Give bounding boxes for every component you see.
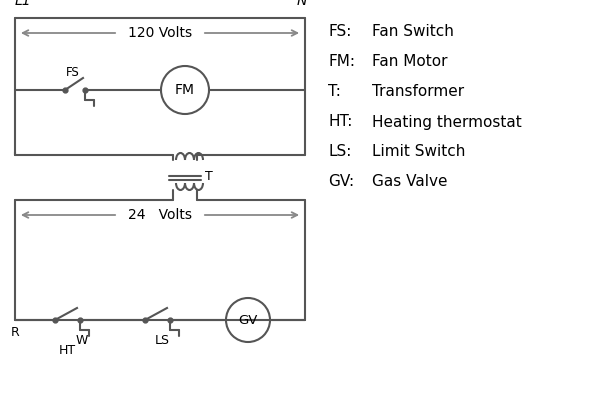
- Text: W: W: [76, 334, 88, 346]
- Text: L1: L1: [15, 0, 32, 8]
- Text: T: T: [205, 170, 213, 182]
- Text: N: N: [297, 0, 307, 8]
- Text: LS:: LS:: [328, 144, 352, 160]
- Text: HT: HT: [59, 344, 76, 356]
- Text: HT:: HT:: [328, 114, 352, 130]
- Text: FM: FM: [175, 83, 195, 97]
- Text: GV:: GV:: [328, 174, 354, 190]
- Text: 24   Volts: 24 Volts: [128, 208, 192, 222]
- Text: Fan Motor: Fan Motor: [372, 54, 447, 70]
- Text: Fan Switch: Fan Switch: [372, 24, 454, 40]
- Text: 120 Volts: 120 Volts: [128, 26, 192, 40]
- Text: FS:: FS:: [328, 24, 352, 40]
- Text: Gas Valve: Gas Valve: [372, 174, 447, 190]
- Text: FS: FS: [66, 66, 80, 78]
- Text: GV: GV: [238, 314, 258, 326]
- Text: R: R: [11, 326, 19, 338]
- Text: Heating thermostat: Heating thermostat: [372, 114, 522, 130]
- Text: FM:: FM:: [328, 54, 355, 70]
- Text: LS: LS: [155, 334, 170, 346]
- Text: Transformer: Transformer: [372, 84, 464, 100]
- Text: Limit Switch: Limit Switch: [372, 144, 466, 160]
- Text: T:: T:: [328, 84, 341, 100]
